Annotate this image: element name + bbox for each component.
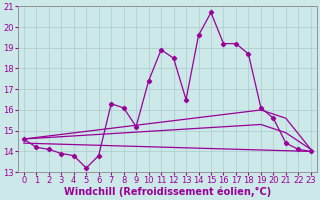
X-axis label: Windchill (Refroidissement éolien,°C): Windchill (Refroidissement éolien,°C) <box>64 187 271 197</box>
